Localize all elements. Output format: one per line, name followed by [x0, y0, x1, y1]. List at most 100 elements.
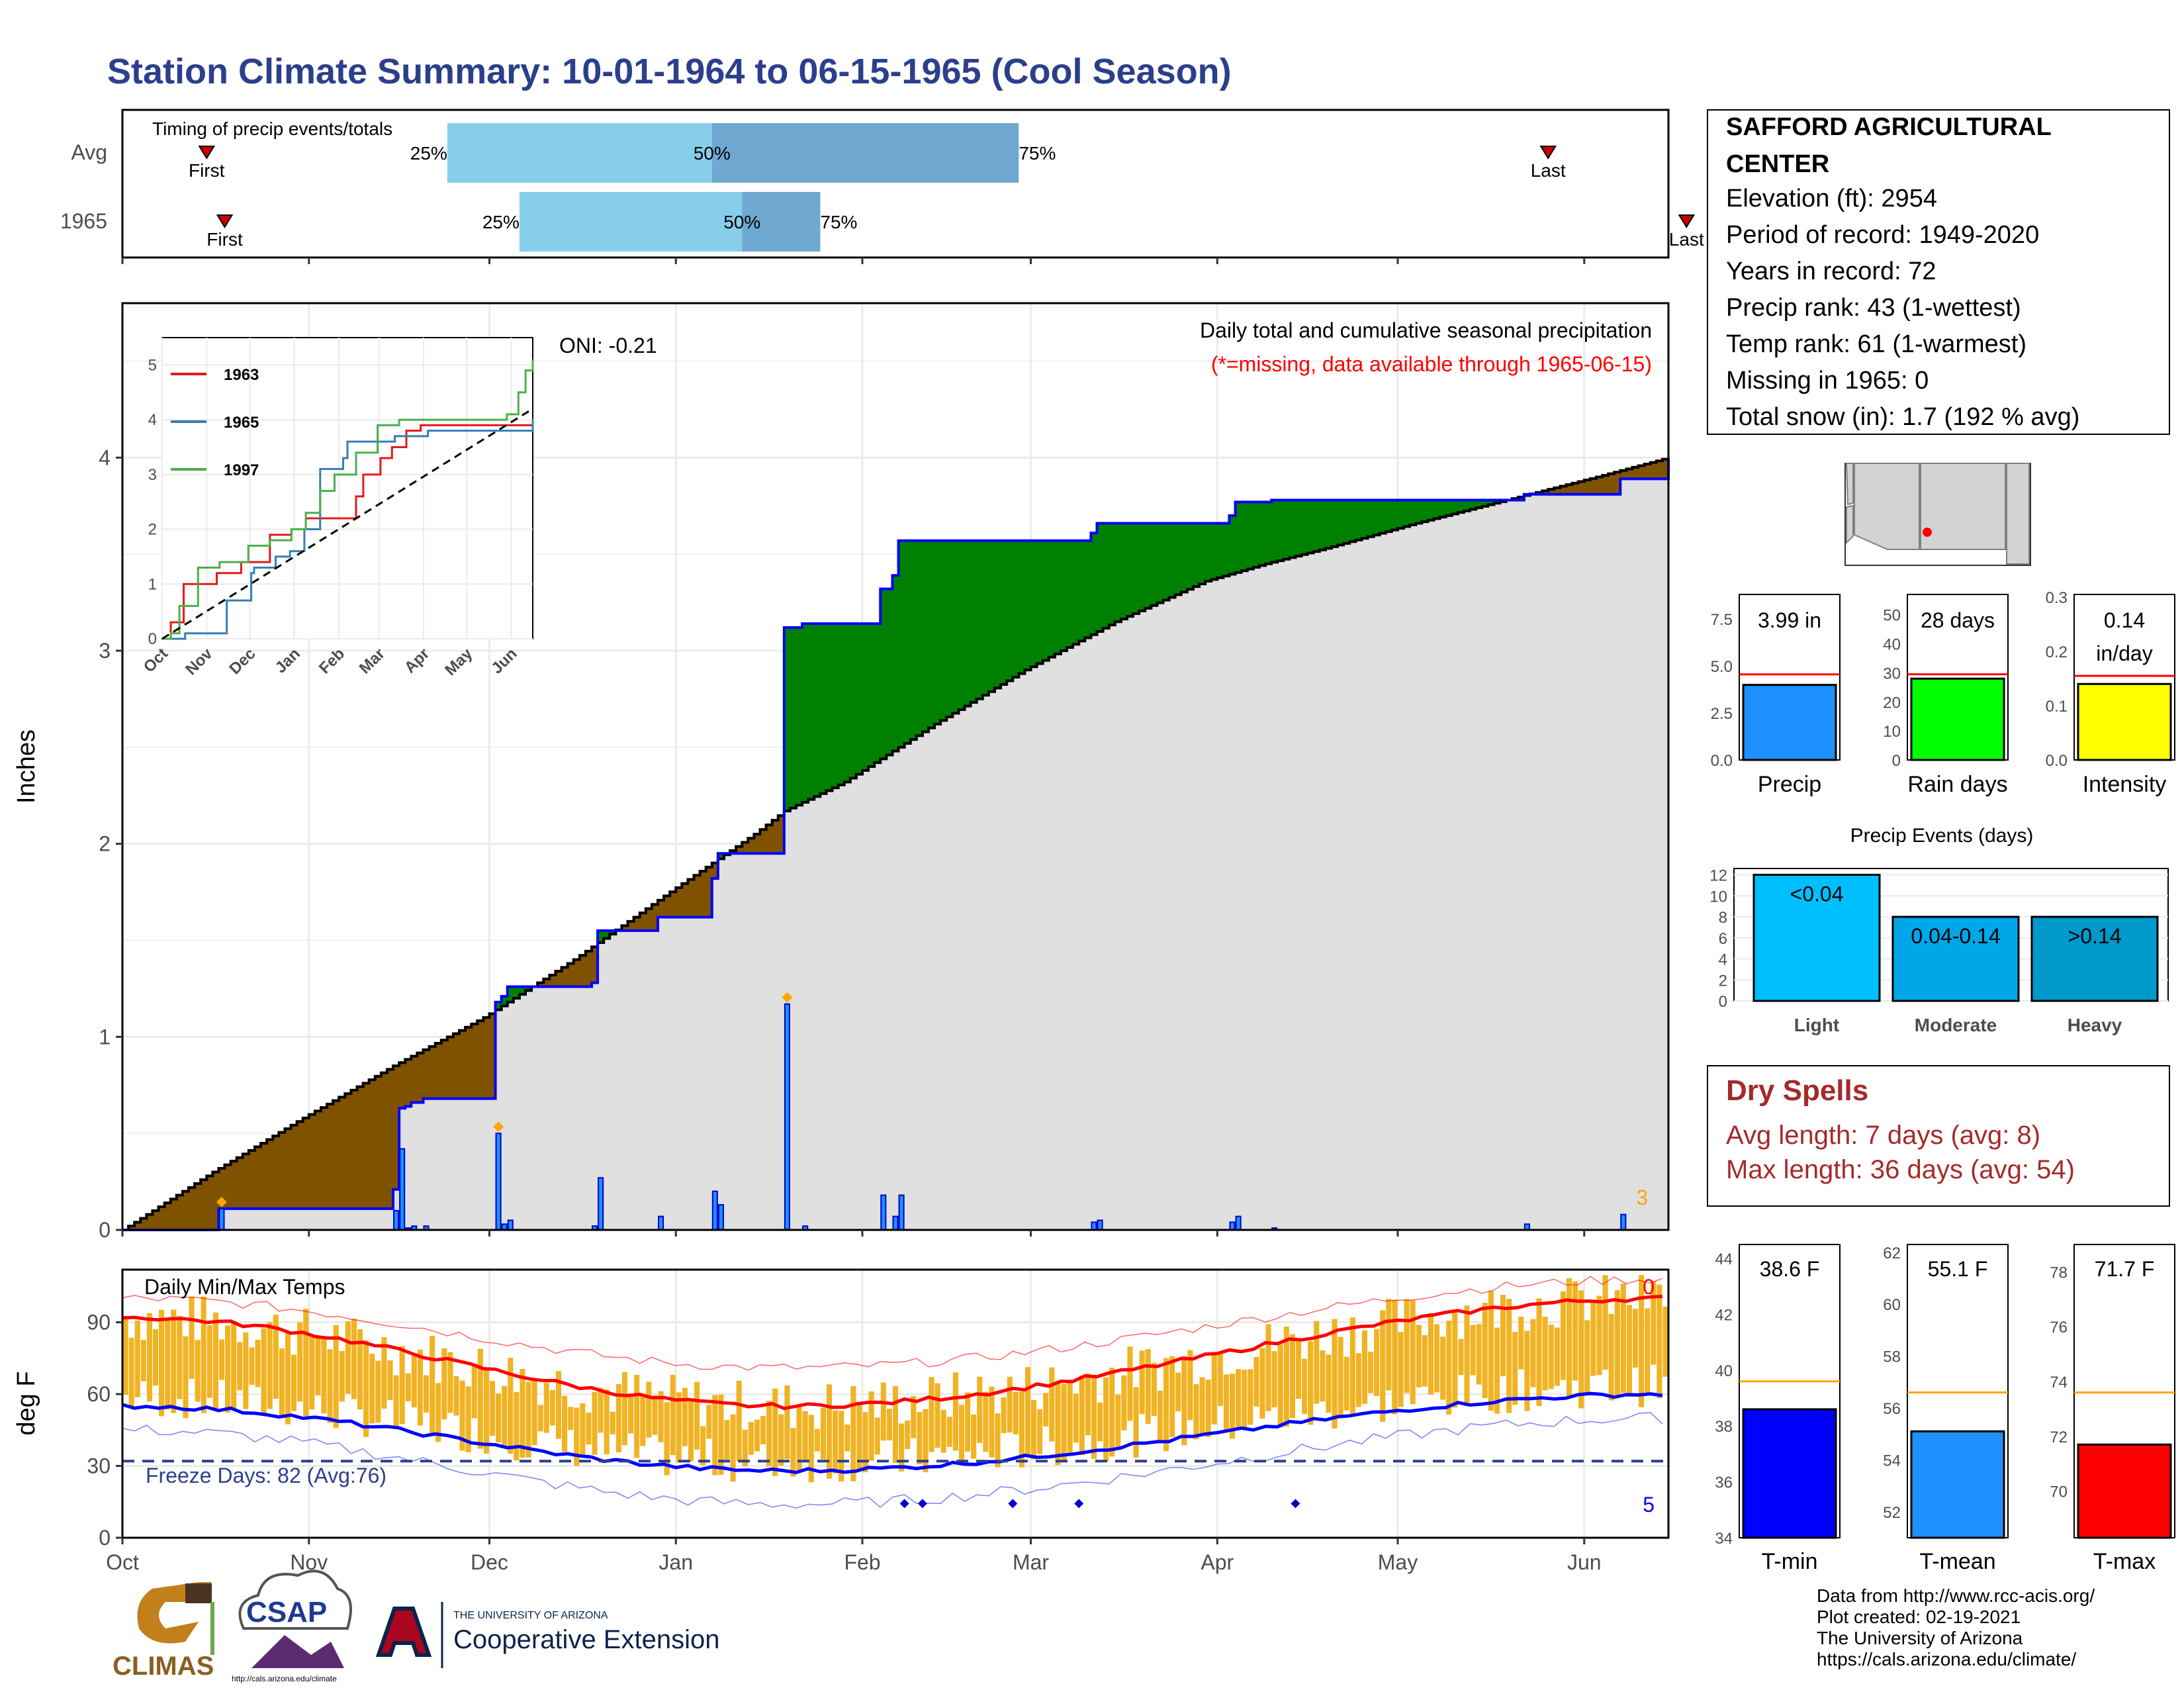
temp-summary-value-label: 38.6 F [1760, 1257, 1820, 1281]
daily-temp-bar [315, 1338, 321, 1396]
daily-temp-bar [279, 1348, 285, 1418]
daily-temp-bar [1079, 1375, 1085, 1456]
daily-temp-bar [886, 1409, 892, 1440]
temp-summary-y-tick-label: 54 [1883, 1452, 1901, 1470]
daily-precip-bar [495, 1133, 502, 1231]
avg-tmin-line [122, 1391, 1663, 1474]
daily-temp-bar [447, 1352, 453, 1413]
daily-temp-bar [1355, 1353, 1361, 1407]
daily-temp-bar [1187, 1350, 1193, 1421]
below-both-fill [122, 459, 1668, 1230]
avg-tmax-line [122, 1294, 1663, 1411]
daily-temp-bar [934, 1383, 940, 1448]
daily-temp-bar [983, 1391, 989, 1452]
daily-temp-bar [676, 1392, 682, 1463]
daily-temp-bar [1566, 1278, 1572, 1397]
station-location-dot [1923, 528, 1932, 537]
timing-p25-label: 25% [482, 212, 520, 232]
daily-temp-bar [1440, 1336, 1446, 1400]
daily-temp-bar [1013, 1391, 1019, 1434]
csap-mountain-icon [251, 1635, 344, 1668]
daily-temp-bar [1175, 1372, 1181, 1412]
month-x-tick-label: Apr [1201, 1550, 1234, 1574]
inset-legend-label: 1963 [224, 366, 259, 384]
daily-temp-bar [1639, 1275, 1645, 1407]
daily-temp-bar [531, 1379, 537, 1446]
temp-summary-y-tick-label: 38 [1715, 1418, 1733, 1436]
timing-bars: 25% 50% 75% First Last 25% 50% 75% First Last [189, 123, 1704, 252]
temp-summary-bars: 34 36 38 40 42 44 38.6 F T-min 52 54 56 58 60 62 55.1 … [1715, 1244, 2175, 1574]
daily-temp-bar [1404, 1299, 1410, 1393]
daily-temp-bar [1464, 1305, 1470, 1407]
daily-temp-bar [1518, 1317, 1524, 1370]
daily-temp-bar [580, 1403, 586, 1457]
daily-temp-bar [1217, 1352, 1223, 1406]
daily-temp-bar [122, 1318, 128, 1395]
daily-temp-bar [171, 1309, 177, 1413]
month-x-tick-label: Dec [471, 1550, 508, 1574]
events-x-label: Heavy [2068, 1015, 2122, 1035]
daily-temp-bar [195, 1340, 201, 1402]
temp-y-tick-label: 90 [87, 1311, 111, 1335]
timing-row-avg-label: Avg [71, 140, 107, 164]
summary-value-bar [2077, 682, 2172, 761]
record-low-marker-icon [917, 1499, 927, 1509]
daily-temp-bar [670, 1374, 676, 1456]
daily-temp-bar [363, 1340, 369, 1437]
daily-precip-bar [1620, 1213, 1627, 1231]
summary-y-tick-label: 40 [1883, 636, 1901, 654]
month-x-tick-label: Mar [1013, 1550, 1049, 1574]
events-x-label: Light [1794, 1015, 1839, 1035]
station-years: Years in record: 72 [1726, 258, 1936, 285]
page-title: Station Climate Summary: 10-01-1964 to 0… [107, 52, 1232, 91]
summary-y-tick-label: 0.2 [2046, 643, 2068, 661]
daily-temp-bar [1085, 1374, 1091, 1436]
daily-precip-bar [399, 1148, 406, 1231]
precip-y-tick-label: 2 [99, 832, 111, 856]
daily-temp-bar [183, 1336, 189, 1419]
daily-temp-bar [483, 1368, 489, 1454]
temp-corner-top: 0 [1643, 1275, 1655, 1299]
daily-temp-bar [212, 1312, 218, 1410]
daily-precip-bar [784, 1003, 790, 1231]
daily-temp-bar [1133, 1387, 1139, 1458]
daily-temp-bar [646, 1382, 652, 1438]
cumulative-1965-line [122, 459, 1670, 1231]
daily-temp-bar [1007, 1376, 1013, 1432]
daily-temp-bar [1326, 1354, 1332, 1413]
summary-bar-charts: 0.0 2.5 5.0 7.5 3.99 in Precip 0 10 20 30 40 50 28 d… [1711, 589, 2175, 797]
daily-temp-bar [1314, 1321, 1320, 1404]
daily-temp-bar [165, 1318, 171, 1410]
temp-summary-value-label: 55.1 F [1928, 1257, 1988, 1281]
dry-spells-title: Dry Spells [1726, 1074, 1868, 1107]
precip-y-tick-label: 0 [99, 1218, 111, 1242]
first-marker-icon [198, 146, 216, 160]
events-bar-label: >0.14 [2068, 924, 2122, 948]
daily-temp-bar [1229, 1374, 1236, 1439]
dry-spells-box: Dry Spells Avg length: 7 days (avg: 8) M… [1707, 1065, 2170, 1207]
daily-temp-bar [309, 1336, 315, 1410]
daily-temp-bar [1645, 1308, 1651, 1394]
temp-summary-value-bar [2077, 1443, 2172, 1539]
daily-temp-bar [694, 1382, 700, 1450]
record-low-marker-icon [1074, 1499, 1084, 1509]
month-x-tick-label: Jan [659, 1550, 693, 1574]
summary-x-label: Intensity [2083, 772, 2167, 797]
inset-frame [161, 337, 533, 639]
daily-temp-bar [351, 1319, 357, 1399]
daily-temp-bar [706, 1405, 712, 1439]
daily-temp-bar [1073, 1393, 1079, 1443]
precip-event-marker-icon [782, 992, 793, 1003]
daily-precip-bar [1229, 1221, 1236, 1231]
daily-temp-bar [555, 1371, 562, 1439]
temp-summary-y-tick-label: 72 [2050, 1429, 2068, 1446]
daily-precip-bar [892, 1215, 899, 1231]
daily-temp-bar [802, 1411, 808, 1462]
summary-value-label: 3.99 in [1758, 608, 1821, 632]
inset-series-1997 [162, 359, 534, 640]
timing-p25-label: 25% [410, 143, 447, 164]
daily-precip-bar [507, 1219, 514, 1231]
daily-temp-bar [778, 1414, 784, 1466]
events-bar [2030, 915, 2159, 1002]
